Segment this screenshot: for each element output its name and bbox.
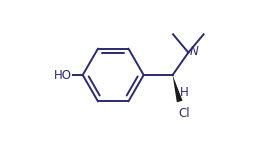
Text: H: H [180,86,189,99]
Text: N: N [189,45,198,58]
Text: Cl: Cl [179,107,190,120]
Text: HO: HO [54,69,72,81]
Polygon shape [173,75,183,102]
